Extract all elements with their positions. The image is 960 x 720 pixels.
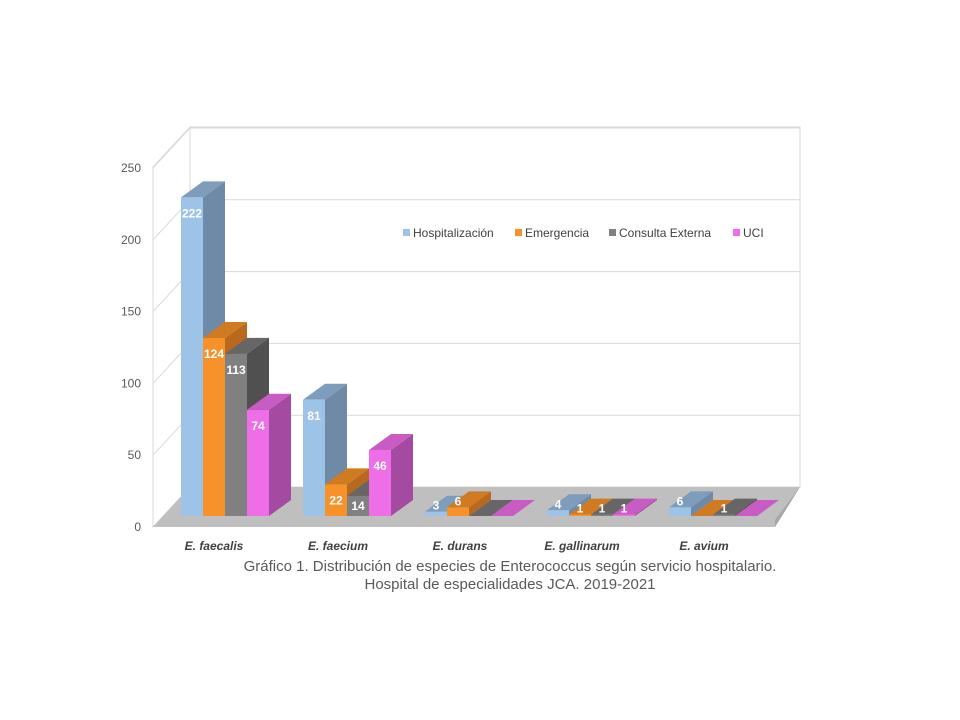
data-label: 81	[307, 409, 321, 423]
bar-top	[735, 500, 779, 516]
data-label: 124	[204, 347, 224, 361]
caption-line-1: Gráfico 1. Distribución de especies de E…	[243, 558, 777, 575]
bar-uci-e-avium	[735, 500, 779, 516]
y-tick-label: 200	[121, 233, 141, 247]
y-tick-label: 150	[121, 305, 141, 319]
data-label: 113	[226, 363, 246, 377]
floor-edge	[775, 487, 800, 527]
data-label: 222	[182, 206, 202, 220]
bar-top	[669, 491, 713, 508]
bar-uci-e-gallinarum	[613, 498, 657, 516]
bar-top	[369, 433, 413, 450]
y-tick-label: 100	[121, 376, 141, 390]
data-label: 22	[329, 493, 343, 507]
bar-top	[491, 500, 535, 516]
legend: Hospitalización Emergencia Consulta Extern…	[403, 226, 764, 240]
data-label: 6	[455, 494, 462, 508]
y-axis-tick-labels: 0 50 100 150 200 250	[121, 161, 141, 534]
bar-top	[325, 468, 369, 485]
bar-uci-e-faecium	[369, 433, 413, 516]
bar-consulta-externa-e-durans	[469, 500, 513, 516]
bar-front	[613, 514, 635, 516]
bar-front	[325, 484, 347, 516]
bar-top	[691, 500, 735, 516]
bar-front	[713, 514, 735, 516]
bar-top	[613, 498, 657, 515]
x-category-label: E. avium	[679, 539, 729, 553]
data-label: 14	[351, 499, 365, 513]
legend-label: Emergencia	[525, 226, 589, 240]
bar-front	[547, 510, 569, 516]
data-label: 1	[599, 502, 606, 516]
bar-side	[691, 491, 713, 516]
bar-hospitalizaci-n-e-avium	[669, 491, 713, 516]
legend-swatch	[609, 229, 616, 236]
bar-front	[669, 507, 691, 516]
bar-front	[369, 449, 391, 516]
bar-side	[635, 498, 657, 516]
bar-top	[547, 494, 591, 511]
y-tick-label: 50	[128, 448, 142, 462]
data-label: 1	[577, 502, 584, 516]
x-axis-category-labels: E. faecalis E. faecium E. durans E. gallina…	[185, 539, 729, 553]
legend-label: Consulta Externa	[619, 226, 711, 240]
x-category-label: E. faecalis	[185, 539, 244, 553]
bar-front	[181, 197, 203, 516]
bar-front	[303, 399, 325, 516]
x-category-label: E. faecium	[308, 539, 368, 553]
bar-top	[203, 322, 247, 339]
bar-top	[247, 393, 291, 410]
data-label: 6	[677, 494, 684, 508]
gridline	[152, 127, 800, 169]
bar-top	[225, 337, 269, 354]
bar-consulta-externa-e-avium	[713, 498, 757, 516]
bar-emergencia-e-durans	[447, 491, 491, 516]
x-category-label: E. gallinarum	[544, 539, 620, 553]
x-category-label: E. durans	[433, 539, 488, 553]
bar-top	[447, 491, 491, 508]
data-label: 1	[621, 502, 628, 516]
bar-side	[469, 491, 491, 516]
data-label: 1	[721, 502, 728, 516]
chart-caption: Gráfico 1. Distribución de especies de E…	[160, 558, 860, 594]
legend-label: UCI	[743, 226, 764, 240]
bar-side	[391, 433, 413, 516]
bar-top	[713, 498, 757, 515]
bar-side	[269, 393, 291, 516]
y-tick-label: 250	[121, 161, 141, 175]
bar-uci-e-durans	[491, 500, 535, 516]
bar-front	[569, 514, 591, 516]
y-tick-label: 0	[134, 520, 141, 534]
bar-front	[225, 353, 247, 516]
caption-line-2: Hospital de especialidades JCA. 2019-202…	[364, 576, 656, 593]
bar-front	[247, 409, 269, 516]
legend-swatch	[403, 229, 410, 236]
bar-top	[469, 500, 513, 516]
bar-emergencia-e-avium	[691, 500, 735, 516]
data-label: 4	[555, 497, 562, 511]
bar-side	[735, 498, 757, 516]
bar-top	[569, 498, 613, 515]
bar-top	[181, 181, 225, 198]
bar-uci-e-faecalis	[247, 393, 291, 516]
bar-front	[591, 514, 613, 516]
bar-front	[447, 507, 469, 516]
bar-front	[347, 495, 369, 516]
bar-top	[303, 383, 347, 400]
bar-front	[203, 338, 225, 516]
data-label: 3	[433, 499, 440, 513]
legend-swatch	[733, 229, 740, 236]
legend-label: Hospitalización	[413, 226, 494, 240]
bar-front	[425, 511, 447, 516]
legend-swatch	[515, 229, 522, 236]
data-label: 74	[251, 419, 265, 433]
data-label: 46	[373, 459, 387, 473]
bar-top	[591, 498, 635, 515]
